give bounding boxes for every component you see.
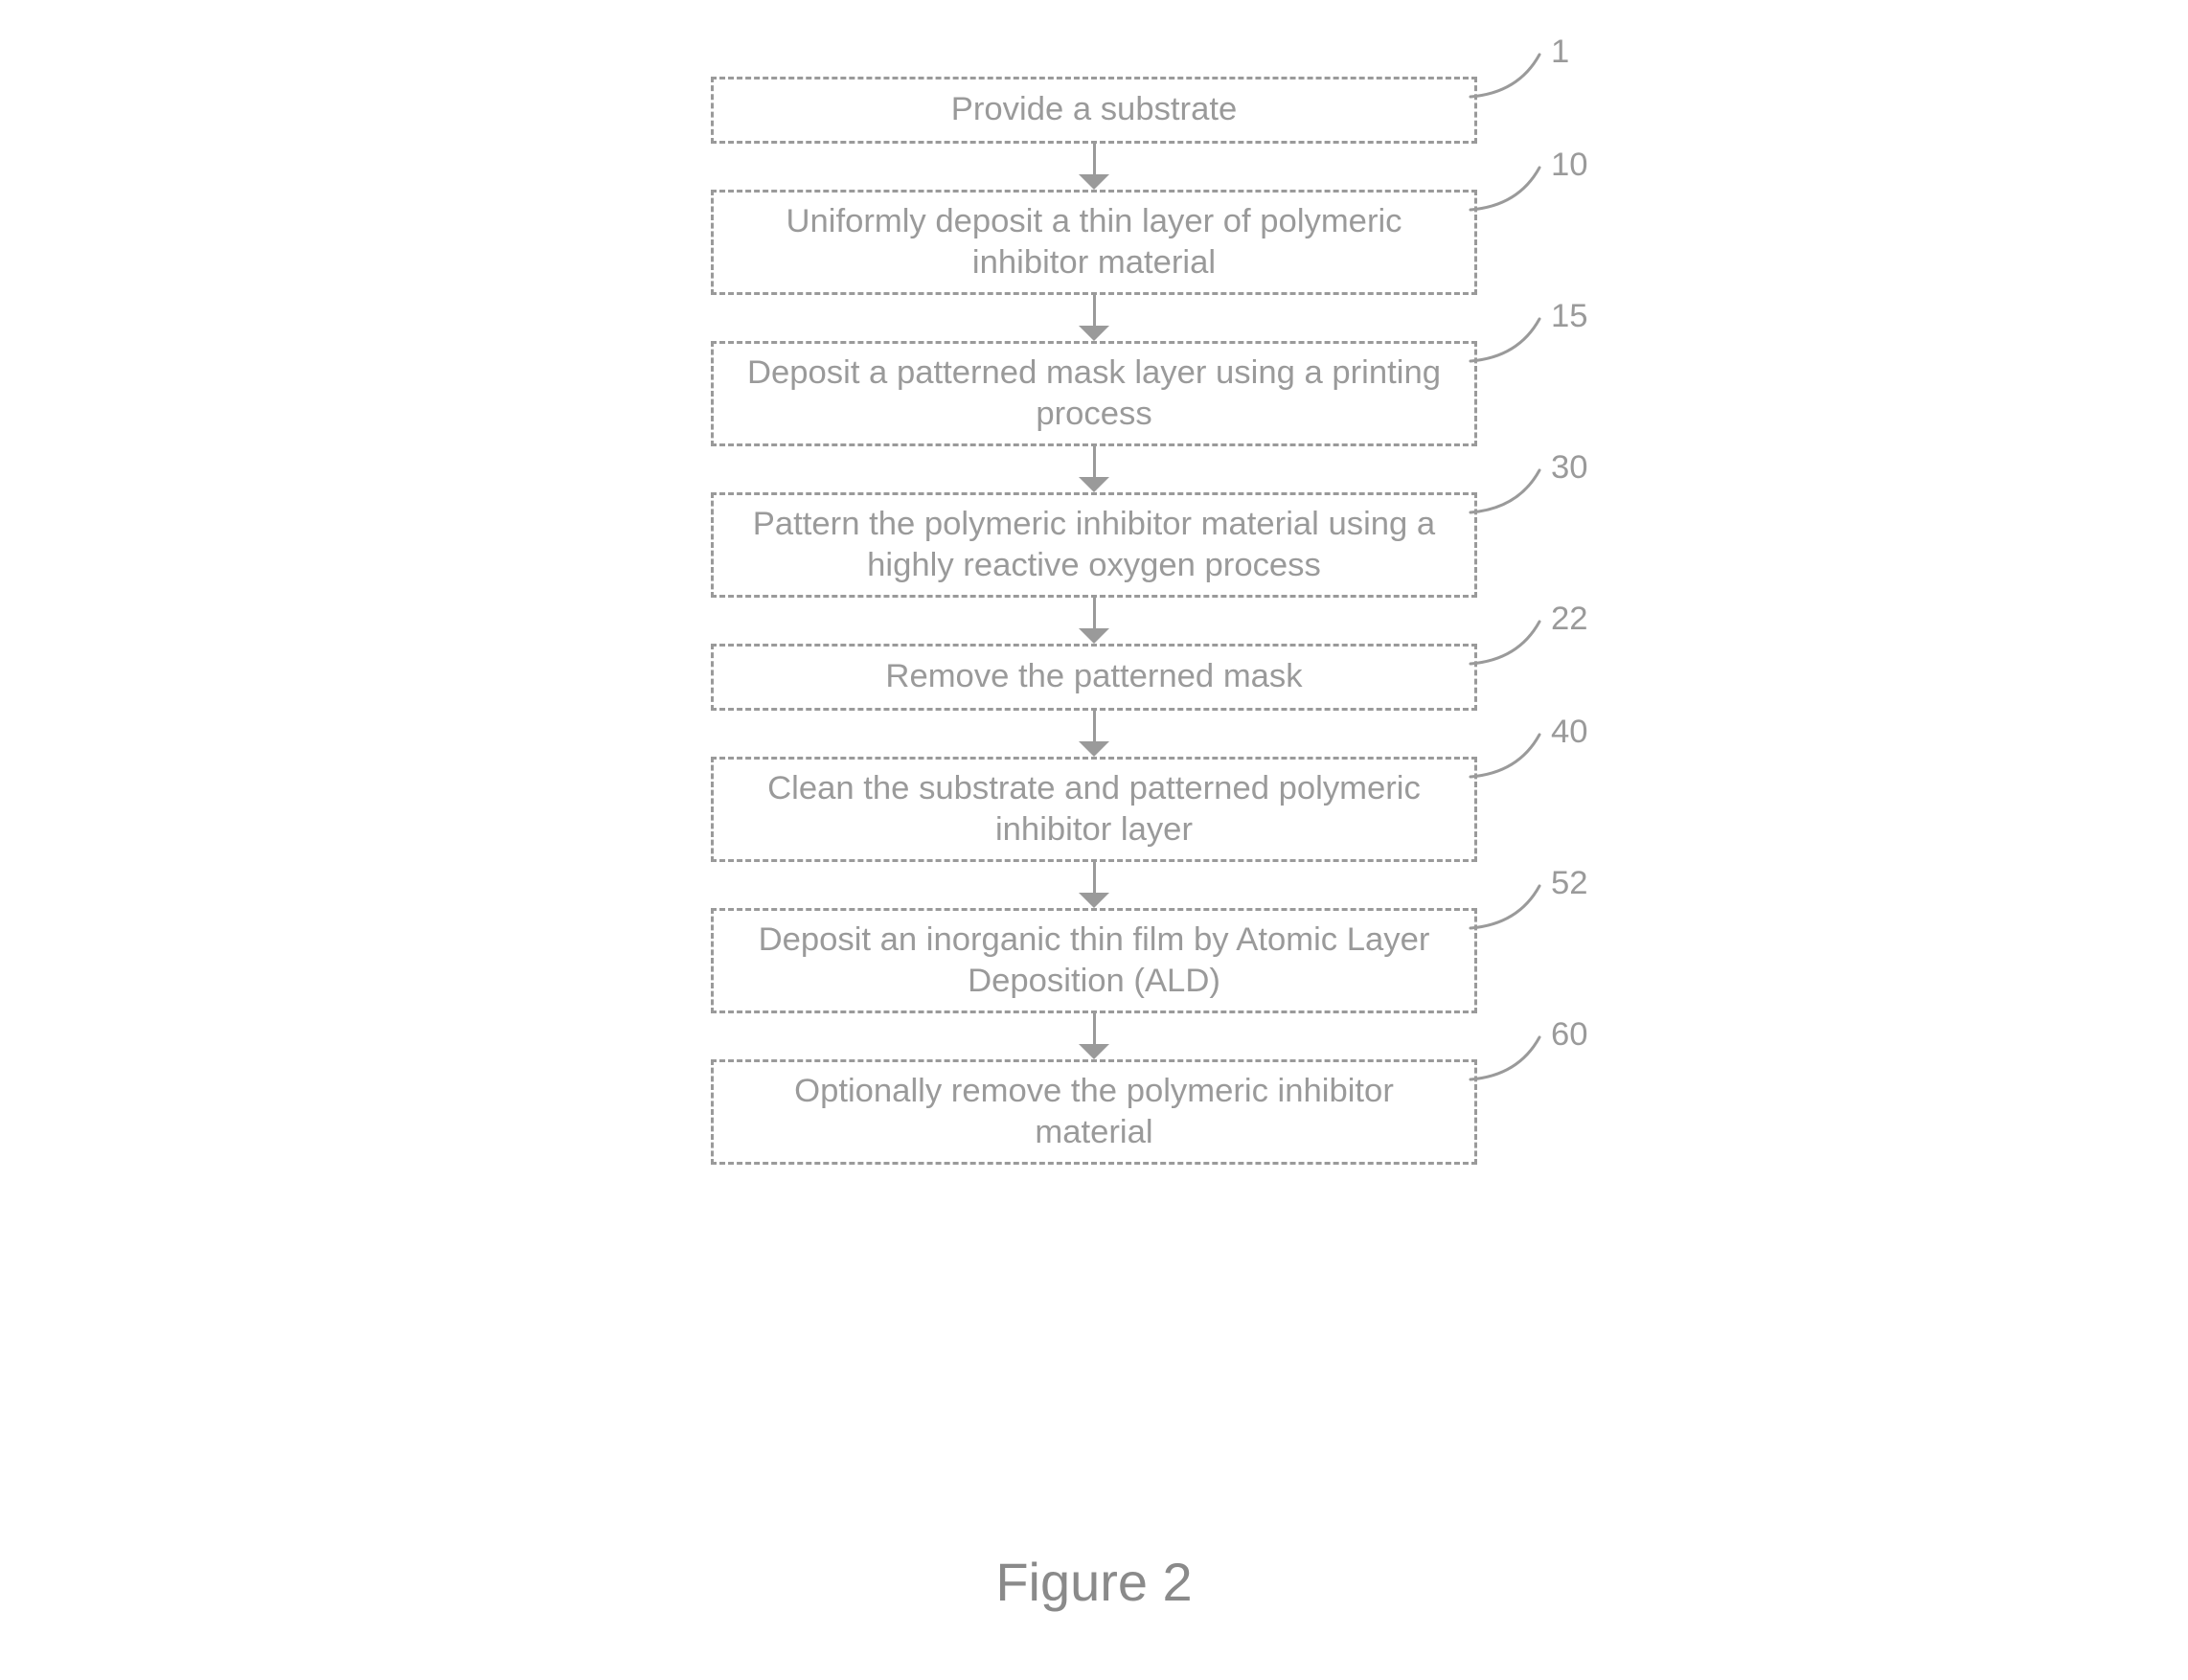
flow-step-label: Provide a substrate <box>932 89 1256 130</box>
flow-step: Remove the patterned mask22 <box>711 644 1477 711</box>
flow-step: Deposit an inorganic thin film by Atomic… <box>711 908 1477 1013</box>
reference-number: 10 <box>1551 145 1588 186</box>
reference-label: 30 <box>1474 457 1612 516</box>
flow-step: Clean the substrate and patterned polyme… <box>711 757 1477 862</box>
reference-label: 1 <box>1474 41 1612 101</box>
reference-label: 15 <box>1474 306 1612 365</box>
reference-label: 22 <box>1474 608 1612 668</box>
flow-step-label: Deposit a patterned mask layer using a p… <box>728 352 1460 436</box>
flow-step: Pattern the polymeric inhibitor material… <box>711 492 1477 598</box>
reference-number: 60 <box>1551 1014 1588 1056</box>
flowchart: Provide a substrate1 Uniformly deposit a … <box>711 77 1477 1165</box>
flow-step-label: Clean the substrate and patterned polyme… <box>748 768 1440 851</box>
flow-arrow <box>1079 598 1109 644</box>
flow-step: Optionally remove the polymeric inhibito… <box>711 1059 1477 1165</box>
reference-number: 1 <box>1551 32 1569 73</box>
reference-number: 30 <box>1551 447 1588 488</box>
flow-step-label: Uniformly deposit a thin layer of polyme… <box>766 201 1421 284</box>
reference-label: 10 <box>1474 154 1612 214</box>
flow-step: Provide a substrate1 <box>711 77 1477 144</box>
flow-step-label: Pattern the polymeric inhibitor material… <box>734 504 1454 587</box>
flow-arrow <box>1079 711 1109 757</box>
flow-step-label: Optionally remove the polymeric inhibito… <box>775 1071 1413 1154</box>
reference-label: 60 <box>1474 1024 1612 1083</box>
flow-step: Deposit a patterned mask layer using a p… <box>711 341 1477 446</box>
flow-step-label: Remove the patterned mask <box>866 656 1321 697</box>
figure-canvas: Provide a substrate1Uniformly deposit a … <box>0 0 2188 1680</box>
reference-number: 22 <box>1551 599 1588 640</box>
flow-arrow <box>1079 295 1109 341</box>
flow-arrow <box>1079 1013 1109 1059</box>
reference-label: 52 <box>1474 873 1612 932</box>
reference-label: 40 <box>1474 721 1612 781</box>
flow-arrow <box>1079 862 1109 908</box>
flow-arrow <box>1079 446 1109 492</box>
reference-number: 40 <box>1551 712 1588 753</box>
flow-step: Uniformly deposit a thin layer of polyme… <box>711 190 1477 295</box>
flow-step-label: Deposit an inorganic thin film by Atomic… <box>740 919 1449 1003</box>
reference-number: 15 <box>1551 296 1588 337</box>
flow-arrow <box>1079 144 1109 190</box>
reference-number: 52 <box>1551 863 1588 904</box>
figure-caption: Figure 2 <box>995 1551 1192 1613</box>
